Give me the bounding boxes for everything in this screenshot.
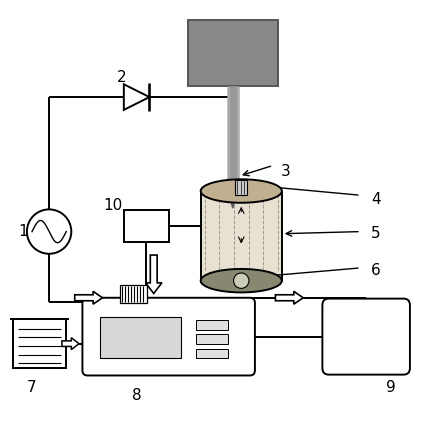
Bar xyxy=(124,210,168,242)
Bar xyxy=(13,319,66,368)
FancyArrow shape xyxy=(145,255,161,293)
Bar xyxy=(196,335,228,344)
Text: 7: 7 xyxy=(27,380,37,395)
Circle shape xyxy=(233,273,248,288)
Ellipse shape xyxy=(229,278,252,288)
Text: 6: 6 xyxy=(370,263,380,278)
FancyArrow shape xyxy=(275,291,302,304)
Text: 4: 4 xyxy=(370,192,380,207)
Bar xyxy=(187,20,277,86)
Bar xyxy=(200,191,281,281)
Bar xyxy=(196,349,228,358)
Text: 5: 5 xyxy=(370,226,380,241)
Polygon shape xyxy=(227,187,238,208)
FancyBboxPatch shape xyxy=(82,298,254,375)
Text: 3: 3 xyxy=(281,164,290,179)
Text: 10: 10 xyxy=(103,199,123,214)
Bar xyxy=(196,320,228,330)
Polygon shape xyxy=(124,84,149,110)
Text: 2: 2 xyxy=(117,70,126,85)
Bar xyxy=(119,285,147,303)
Ellipse shape xyxy=(200,269,281,293)
Ellipse shape xyxy=(200,179,281,203)
FancyArrow shape xyxy=(75,291,102,304)
FancyBboxPatch shape xyxy=(322,299,409,375)
Bar xyxy=(100,317,181,357)
Text: 8: 8 xyxy=(132,389,141,404)
Text: 1: 1 xyxy=(19,224,28,239)
FancyArrow shape xyxy=(62,338,79,350)
Text: 9: 9 xyxy=(385,380,394,395)
Circle shape xyxy=(27,209,71,254)
Bar xyxy=(235,180,247,195)
